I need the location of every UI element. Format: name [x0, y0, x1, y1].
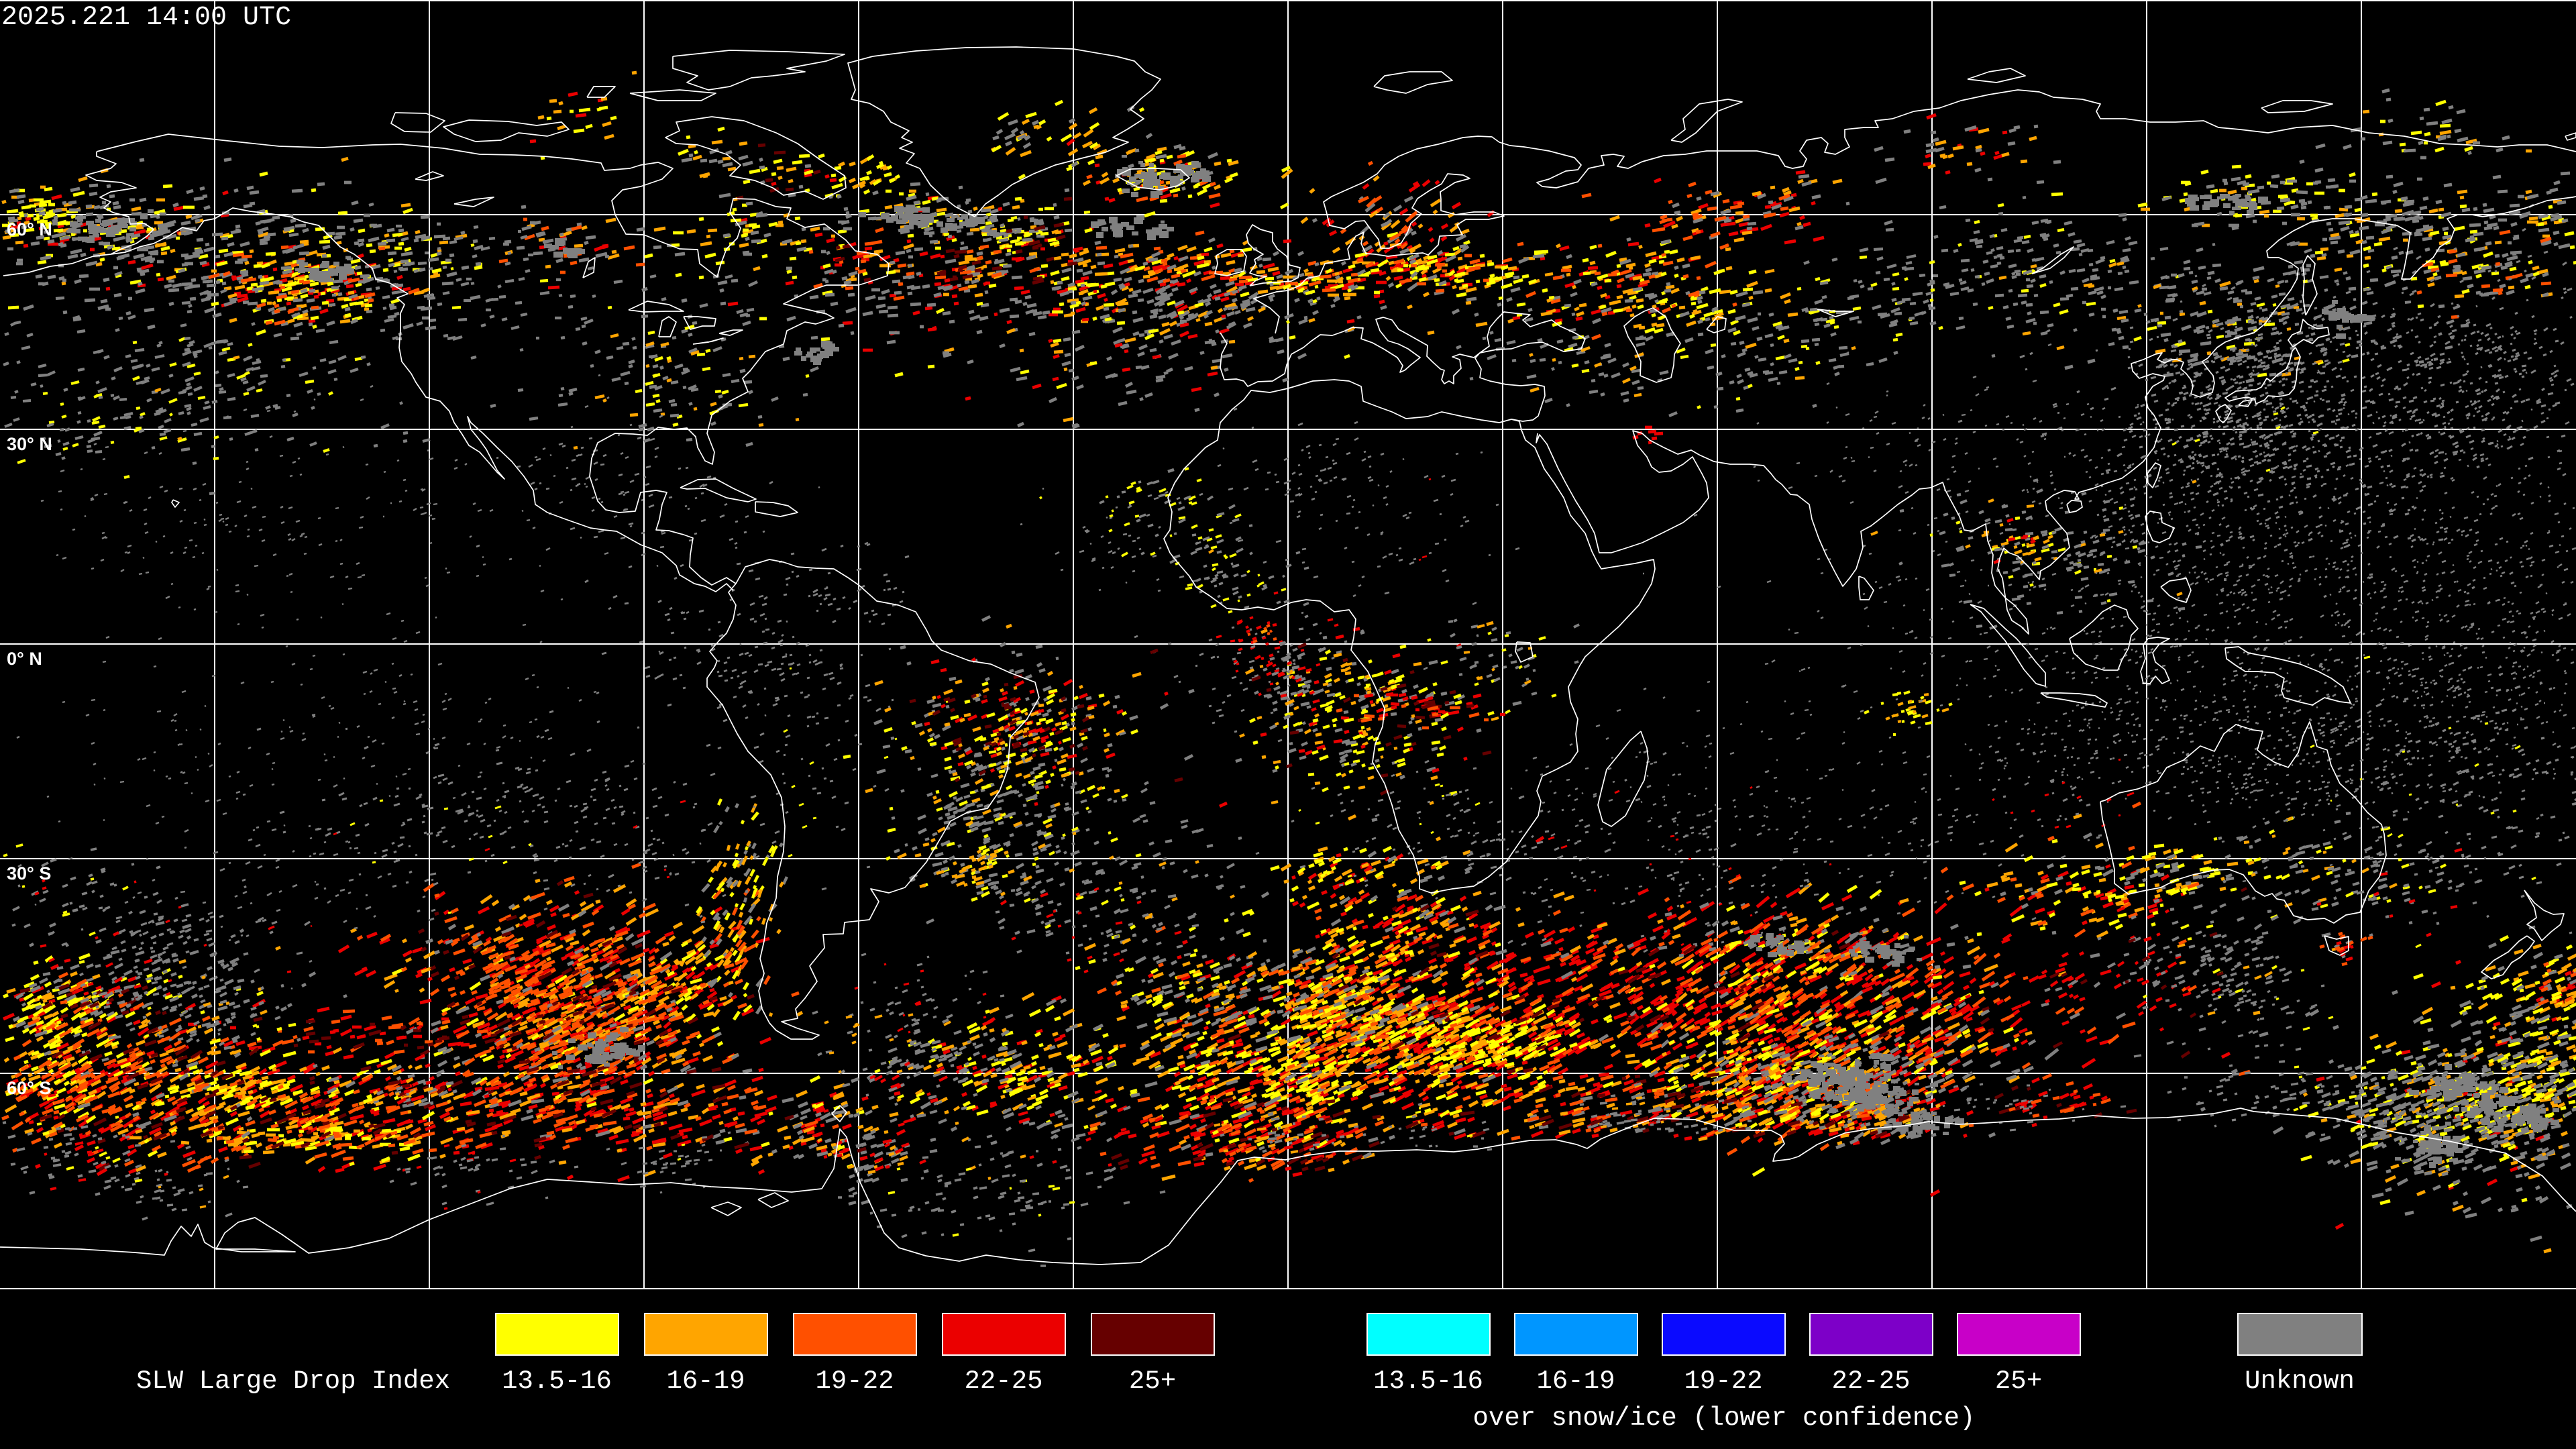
svg-text:22-25: 22-25 [964, 1366, 1042, 1396]
svg-text:Unknown: Unknown [2245, 1366, 2355, 1396]
svg-text:19-22: 19-22 [815, 1366, 894, 1396]
svg-text:60° S: 60° S [7, 1078, 51, 1098]
svg-text:13.5-16: 13.5-16 [502, 1366, 612, 1396]
svg-text:SLW Large Drop Index: SLW Large Drop Index [136, 1366, 450, 1396]
svg-text:16-19: 16-19 [666, 1366, 745, 1396]
svg-text:30° N: 30° N [7, 434, 52, 454]
svg-text:25+: 25+ [1129, 1366, 1176, 1396]
svg-text:22-25: 22-25 [1831, 1366, 1910, 1396]
svg-text:2025.221 14:00 UTC: 2025.221 14:00 UTC [1, 3, 291, 33]
svg-text:16-19: 16-19 [1536, 1366, 1615, 1396]
svg-text:0° N: 0° N [7, 649, 42, 669]
svg-text:19-22: 19-22 [1684, 1366, 1762, 1396]
svg-text:13.5-16: 13.5-16 [1373, 1366, 1483, 1396]
svg-text:over snow/ice (lower confidenc: over snow/ice (lower confidence) [1473, 1403, 1976, 1433]
svg-text:30° S: 30° S [7, 863, 51, 883]
svg-text:25+: 25+ [1995, 1366, 2042, 1396]
svg-text:60° N: 60° N [7, 219, 52, 239]
